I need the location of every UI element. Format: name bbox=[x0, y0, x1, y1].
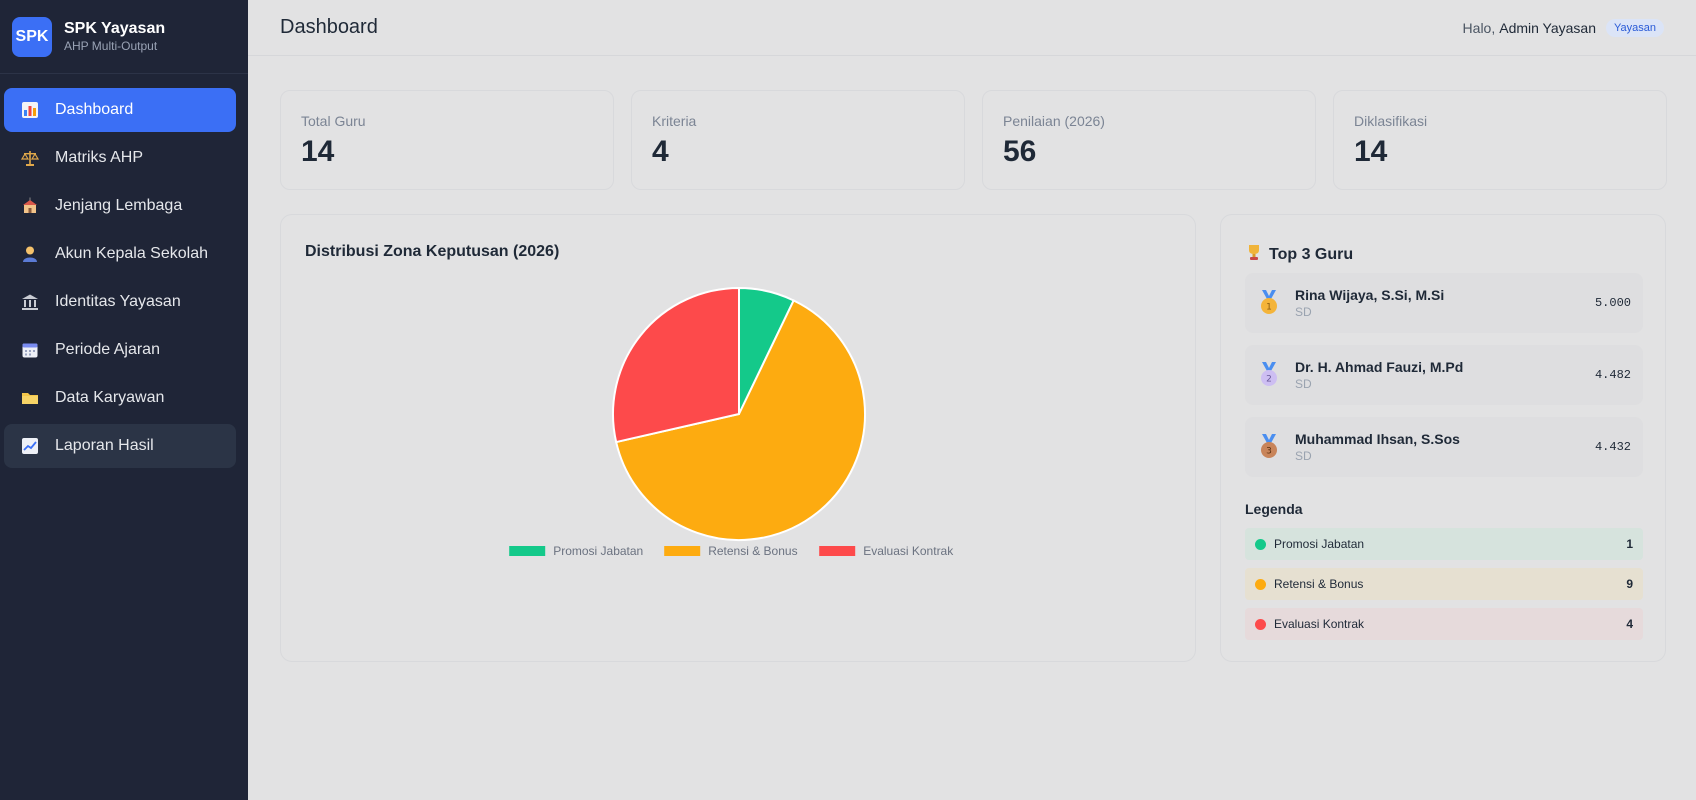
user-greeting: Halo, Admin Yayasan Yayasan bbox=[1462, 18, 1664, 37]
stat-card-total-guru: Total Guru 14 bbox=[280, 90, 614, 190]
legend-label: Promosi Jabatan bbox=[1274, 537, 1365, 551]
top-guru-row-1[interactable]: 1 Rina Wijaya, S.Si, M.Si SD 5.000 bbox=[1245, 273, 1643, 333]
brand-logo: SPK bbox=[12, 16, 52, 57]
stat-card-diklasifikasi: Diklasifikasi 14 bbox=[1333, 90, 1667, 190]
chart-legend-label[interactable]: Promosi Jabatan bbox=[553, 544, 643, 558]
sidebar-item-label: Laporan Hasil bbox=[55, 437, 154, 454]
sidebar-item-label: Matriks AHP bbox=[55, 149, 144, 166]
stat-card-penilaian: Penilaian (2026) 56 bbox=[982, 90, 1316, 190]
chart-legend-swatch[interactable] bbox=[509, 546, 546, 556]
bar-chart-icon bbox=[20, 100, 40, 120]
legend-count: 1 bbox=[1626, 537, 1633, 551]
legend-label: Retensi & Bonus bbox=[1274, 577, 1364, 591]
brand-title: SPK Yayasan bbox=[64, 20, 166, 37]
stat-value: 4 bbox=[652, 135, 669, 168]
legend-dot bbox=[1255, 618, 1266, 630]
gold-medal-icon: 1 bbox=[1257, 289, 1281, 317]
chart-legend-label[interactable]: Retensi & Bonus bbox=[708, 544, 797, 558]
top-guru-card: Top 3 Guru 1 Rina Wijaya, S.Si, M.Si SD … bbox=[1220, 214, 1666, 662]
brand-subtitle: AHP Multi-Output bbox=[64, 39, 158, 53]
chart-title: Distribusi Zona Keputusan (2026) bbox=[305, 243, 560, 260]
legend-row-evaluasi: Evaluasi Kontrak 4 bbox=[1245, 608, 1643, 640]
rank-name: Muhammad Ihsan, S.Sos bbox=[1295, 431, 1460, 447]
sidebar-item-label: Dashboard bbox=[55, 101, 134, 118]
rank-name: Rina Wijaya, S.Si, M.Si bbox=[1295, 287, 1445, 303]
stat-label: Diklasifikasi bbox=[1354, 113, 1428, 129]
top-guru-title: Top 3 Guru bbox=[1269, 245, 1354, 263]
brand[interactable]: SPK SPK Yayasan AHP Multi-Output bbox=[0, 0, 248, 74]
pie-slice-retensi-bonus[interactable] bbox=[614, 299, 866, 541]
sidebar-item-data-karyawan[interactable]: Data Karyawan bbox=[4, 376, 236, 420]
stat-label: Kriteria bbox=[652, 113, 697, 129]
sidebar-item-label: Identitas Yayasan bbox=[55, 293, 181, 310]
rank-name: Dr. H. Ahmad Fauzi, M.Pd bbox=[1295, 359, 1464, 375]
sidebar-item-periode-ajaran[interactable]: Periode Ajaran bbox=[4, 328, 236, 372]
sidebar-item-dashboard[interactable]: Dashboard bbox=[4, 88, 236, 132]
svg-text:3: 3 bbox=[1266, 447, 1272, 457]
legend-dot bbox=[1255, 538, 1266, 550]
legend-label: Evaluasi Kontrak bbox=[1274, 617, 1365, 631]
sidebar-item-laporan-hasil[interactable]: Laporan Hasil bbox=[4, 424, 236, 468]
folder-icon bbox=[20, 388, 40, 408]
stat-value: 56 bbox=[1003, 135, 1037, 168]
sidebar-item-label: Periode Ajaran bbox=[55, 341, 160, 358]
page-title: Dashboard bbox=[280, 16, 378, 38]
stat-value: 14 bbox=[301, 135, 335, 168]
stat-label: Penilaian (2026) bbox=[1003, 113, 1105, 129]
sidebar: SPK SPK Yayasan AHP Multi-Output Dashboa… bbox=[0, 0, 248, 800]
stat-label: Total Guru bbox=[301, 113, 366, 129]
sidebar-item-matriks-ahp[interactable]: Matriks AHP bbox=[4, 136, 236, 180]
top-guru-row-2[interactable]: 2 Dr. H. Ahmad Fauzi, M.Pd SD 4.482 bbox=[1245, 345, 1643, 405]
school-icon bbox=[20, 196, 40, 216]
sidebar-item-identitas-yayasan[interactable]: Identitas Yayasan bbox=[4, 280, 236, 324]
rank-score: 5.000 bbox=[1594, 296, 1631, 310]
top-guru-row-3[interactable]: 3 Muhammad Ihsan, S.Sos SD 4.432 bbox=[1245, 417, 1643, 477]
topbar: Dashboard Halo, Admin Yayasan Yayasan bbox=[248, 0, 1696, 56]
pie-chart[interactable]: Promosi Jabatan Retensi & Bonus Evaluasi K… bbox=[281, 215, 1197, 663]
stat-card-kriteria: Kriteria 4 bbox=[631, 90, 965, 190]
user-name[interactable]: Admin Yayasan bbox=[1499, 19, 1596, 36]
silver-medal-icon: 2 bbox=[1257, 361, 1281, 389]
sidebar-item-label: Data Karyawan bbox=[55, 389, 165, 406]
scale-icon bbox=[20, 148, 40, 168]
sidebar-item-label: Akun Kepala Sekolah bbox=[55, 245, 208, 262]
trophy-icon bbox=[1245, 243, 1263, 266]
rank-level: SD bbox=[1295, 449, 1312, 463]
legend-title: Legenda bbox=[1245, 501, 1303, 517]
rank-level: SD bbox=[1295, 305, 1312, 319]
role-badge: Yayasan bbox=[1606, 18, 1664, 37]
trend-chart-icon bbox=[20, 436, 40, 456]
sidebar-item-jenjang-lembaga[interactable]: Jenjang Lembaga bbox=[4, 184, 236, 228]
legend-row-promosi: Promosi Jabatan 1 bbox=[1245, 528, 1643, 560]
svg-text:2: 2 bbox=[1266, 375, 1272, 385]
user-icon bbox=[20, 244, 40, 264]
calendar-icon bbox=[20, 340, 40, 360]
bronze-medal-icon: 3 bbox=[1257, 433, 1281, 461]
stat-value: 14 bbox=[1354, 135, 1388, 168]
rank-score: 4.482 bbox=[1594, 368, 1631, 382]
chart-legend-swatch[interactable] bbox=[819, 546, 856, 556]
chart-legend-swatch[interactable] bbox=[664, 546, 701, 556]
svg-text:1: 1 bbox=[1266, 303, 1272, 313]
rank-level: SD bbox=[1295, 377, 1312, 391]
pie-slice-evaluasi-kontrak[interactable] bbox=[612, 286, 740, 444]
greeting-text: Halo, bbox=[1462, 19, 1496, 36]
chart-legend-label[interactable]: Evaluasi Kontrak bbox=[863, 544, 954, 558]
legend-row-retensi: Retensi & Bonus 9 bbox=[1245, 568, 1643, 600]
legend-dot bbox=[1255, 578, 1266, 590]
sidebar-item-akun-kepala-sekolah[interactable]: Akun Kepala Sekolah bbox=[4, 232, 236, 276]
bank-icon bbox=[20, 292, 40, 312]
chart-card: Distribusi Zona Keputusan (2026) Promosi… bbox=[280, 214, 1196, 662]
legend-count: 4 bbox=[1626, 617, 1633, 631]
rank-score: 4.432 bbox=[1594, 440, 1631, 454]
sidebar-nav: Dashboard Matriks AHP Jenjang Lembaga Ak… bbox=[0, 74, 248, 468]
sidebar-item-label: Jenjang Lembaga bbox=[55, 197, 183, 214]
legend-count: 9 bbox=[1626, 577, 1633, 591]
